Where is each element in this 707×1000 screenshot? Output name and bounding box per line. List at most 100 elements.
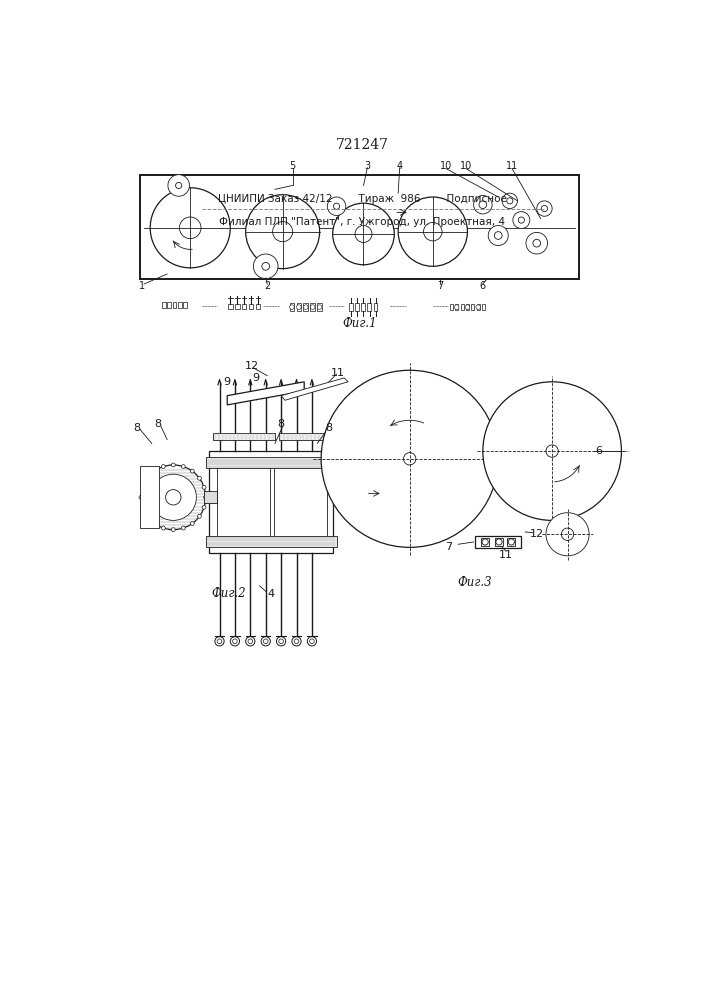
Circle shape [248,639,252,644]
Circle shape [253,254,278,279]
Circle shape [279,639,284,644]
Circle shape [404,453,416,465]
Bar [167,302,171,308]
Bar [466,304,469,310]
Circle shape [153,469,156,473]
Circle shape [202,505,206,509]
Bar [460,304,464,310]
Bar [183,302,187,308]
Text: 8: 8 [278,419,285,429]
Text: 10: 10 [460,161,472,171]
Circle shape [182,526,185,530]
Circle shape [276,637,286,646]
Bar [296,303,301,311]
Circle shape [508,539,515,545]
Text: ЦНИИПИ Заказ 42/12        Тираж  986        Подписное: ЦНИИПИ Заказ 42/12 Тираж 986 Подписное [218,194,506,204]
Text: 2: 2 [264,281,270,291]
Circle shape [482,539,489,545]
Circle shape [233,639,238,644]
Polygon shape [281,378,348,400]
Circle shape [310,305,315,309]
Bar [361,303,365,311]
Text: 9: 9 [223,377,230,387]
Bar [317,303,322,311]
Bar [140,175,579,279]
Circle shape [398,197,467,266]
Circle shape [507,198,513,204]
Circle shape [294,639,299,644]
Circle shape [171,528,175,532]
Bar [472,304,474,310]
Bar [217,463,269,541]
Circle shape [465,305,469,309]
Text: 7: 7 [438,281,443,291]
Circle shape [537,201,552,216]
Circle shape [182,465,185,468]
Circle shape [190,469,194,473]
Circle shape [518,217,525,223]
Circle shape [494,232,502,239]
Circle shape [290,305,294,309]
Circle shape [542,205,547,212]
Circle shape [230,637,240,646]
Text: 6: 6 [595,446,602,456]
Text: 4: 4 [267,589,274,599]
Circle shape [197,514,201,518]
Circle shape [139,495,143,499]
Bar [355,303,359,311]
Text: Фиг.2: Фиг.2 [211,587,246,600]
Circle shape [455,305,459,309]
Circle shape [261,637,270,646]
Text: Фиг.3: Фиг.3 [458,576,493,588]
Circle shape [246,637,255,646]
Bar [481,538,489,546]
Bar [274,463,327,541]
Circle shape [355,225,372,242]
Bar [290,303,294,311]
Circle shape [334,203,339,209]
Circle shape [513,212,530,229]
Bar [349,303,353,311]
Text: 11: 11 [506,161,518,171]
Circle shape [317,305,322,309]
Bar [140,466,160,528]
Circle shape [161,526,165,530]
Circle shape [296,305,301,309]
Circle shape [483,382,621,520]
Circle shape [180,217,201,239]
Circle shape [171,463,175,467]
Circle shape [546,513,589,556]
Circle shape [175,182,182,189]
Text: 3: 3 [364,161,370,171]
Text: 4: 4 [397,161,403,171]
Circle shape [202,485,206,489]
Circle shape [321,370,498,547]
Circle shape [141,465,206,530]
Bar [310,303,315,311]
Circle shape [153,522,156,525]
Text: Фиг.1: Фиг.1 [342,317,377,330]
Circle shape [273,222,293,242]
Bar [228,304,233,309]
Circle shape [150,188,230,268]
Bar [455,304,458,310]
Bar [242,304,247,309]
Circle shape [333,203,395,265]
Circle shape [246,195,320,269]
Bar [206,536,337,547]
Bar [303,303,308,311]
Circle shape [292,637,301,646]
Circle shape [423,222,442,241]
Circle shape [310,639,314,644]
Text: 6: 6 [480,281,486,291]
Circle shape [197,476,201,480]
Circle shape [474,195,492,214]
Circle shape [479,201,486,209]
Circle shape [489,225,508,246]
Circle shape [165,490,181,505]
Text: 5: 5 [290,161,296,171]
Circle shape [150,474,197,520]
Circle shape [168,175,189,196]
Text: 9: 9 [252,373,259,383]
Circle shape [145,514,149,518]
